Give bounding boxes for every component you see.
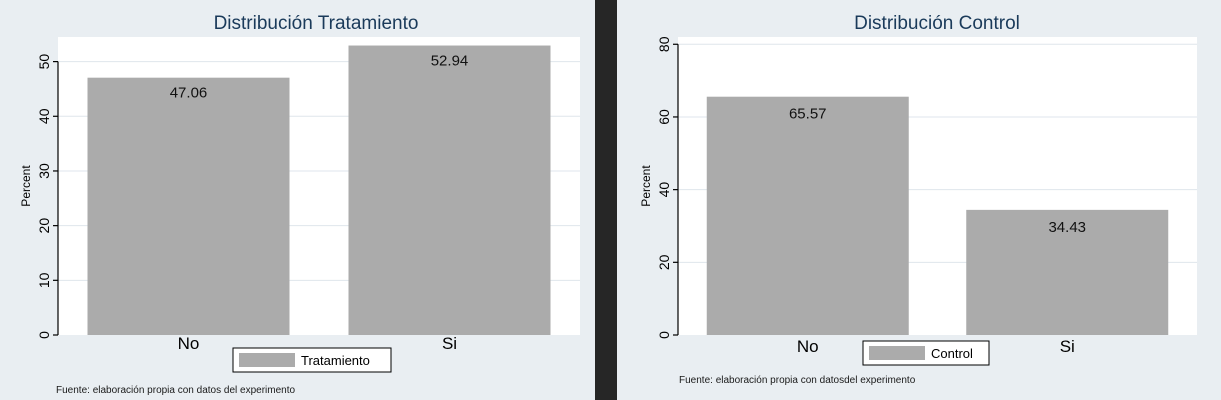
source-note: Fuente: elaboración propia con datosdel …: [679, 375, 916, 386]
legend: Control: [862, 340, 990, 366]
bar-no: [87, 77, 290, 336]
legend-box: [862, 340, 990, 366]
chart-control: 65.57 34.43 0 20 40 60 80 Percent No Si Distribuci…: [639, 13, 1197, 386]
y-tick-label: 0: [36, 331, 52, 339]
legend-label: Tratamiento: [301, 353, 370, 368]
y-tick-label: 40: [656, 182, 672, 198]
y-tick-label: 0: [656, 331, 672, 339]
chart-panel-tratamiento: 47.06 52.94 0 10 20 30 40 50 Percent No Si Distribu…: [0, 0, 595, 400]
y-tick-label: 80: [656, 36, 672, 52]
y-tick-label: 20: [656, 254, 672, 270]
y-axis-label: Percent: [19, 165, 33, 207]
bar-no: [706, 96, 909, 336]
y-tick-label: 10: [36, 272, 52, 288]
source-note: Fuente: elaboración propia con datos del…: [56, 385, 295, 396]
bar-value-label: 47.06: [170, 85, 208, 102]
bar-value-label: 34.43: [1048, 219, 1086, 236]
y-tick-label: 20: [36, 218, 52, 234]
y-tick-label: 30: [36, 163, 52, 179]
chart-tratamiento: 47.06 52.94 0 10 20 30 40 50 Percent No Si Distribu…: [19, 13, 580, 396]
x-category-label: Si: [1060, 337, 1075, 356]
legend-label: Control: [931, 346, 973, 361]
x-category-label: No: [797, 337, 819, 356]
chart-panel-control: 65.57 34.43 0 20 40 60 80 Percent No Si Distribuci…: [617, 0, 1221, 400]
y-tick-label: 60: [656, 109, 672, 125]
y-tick-label: 40: [36, 108, 52, 124]
chart-title: Distribución Control: [854, 13, 1020, 34]
y-tick-label: 50: [36, 54, 52, 70]
bar-si: [348, 45, 551, 335]
x-category-label: Si: [442, 334, 457, 353]
bar-si: [966, 209, 1169, 335]
bar-value-label: 52.94: [431, 53, 469, 70]
legend-swatch: [239, 353, 295, 367]
y-axis-label: Percent: [639, 165, 653, 207]
x-category-label: No: [178, 334, 200, 353]
legend-swatch: [869, 346, 925, 360]
panel-divider: [595, 0, 617, 400]
chart-title: Distribución Tratamiento: [214, 13, 419, 34]
bar-value-label: 65.57: [789, 106, 827, 123]
legend: Tratamiento: [232, 347, 392, 373]
